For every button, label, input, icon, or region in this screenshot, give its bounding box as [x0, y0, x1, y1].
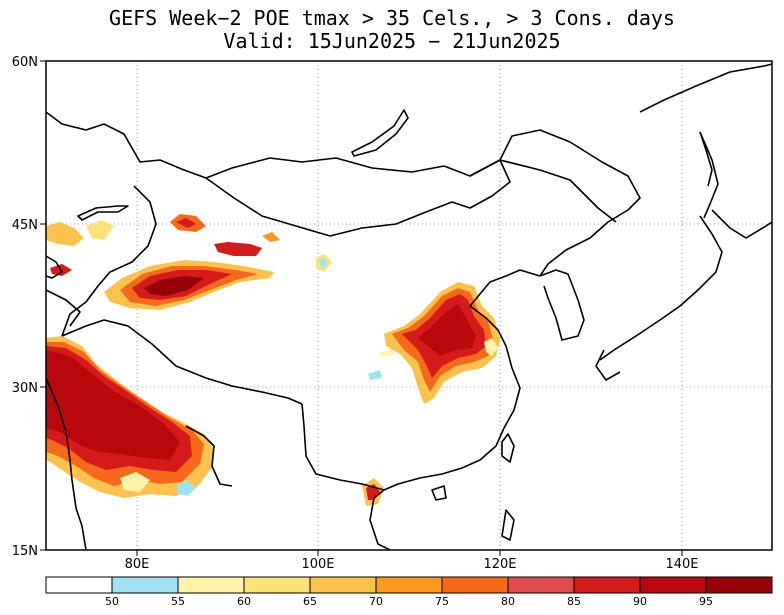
- colorbar-tick-label: 55: [171, 595, 185, 608]
- lat-label: 30N: [12, 381, 38, 396]
- coastline-bay-of-bengal: [185, 425, 233, 487]
- coastline-indochina: [369, 489, 391, 550]
- coastline-korea: [539, 269, 585, 341]
- border-se-asia: [301, 403, 385, 491]
- colorbar-tick-label: 85: [567, 595, 581, 608]
- colorbar-bin: [309, 576, 377, 594]
- latitude-labels: 60N 45N 30N 15N: [12, 55, 38, 559]
- map-content: [46, 61, 772, 550]
- map-title: GEFS Week−2 POE tmax > 35 Cels., > 3 Con…: [109, 6, 675, 30]
- colorbar-bin: [375, 576, 443, 594]
- colorbar-tick-label: 90: [633, 595, 647, 608]
- shading-india: [46, 336, 214, 498]
- shading-north-china: [362, 282, 500, 506]
- colorbar-tick-label: 75: [435, 595, 449, 608]
- colorbar-bin: [45, 576, 113, 594]
- lon-label: 140E: [665, 557, 698, 572]
- coastline-kyushu: [595, 349, 621, 381]
- lat-label: 15N: [12, 544, 38, 559]
- colorbar-bin: [573, 576, 641, 594]
- lon-label: 80E: [125, 557, 150, 572]
- colorbar-bin: [177, 576, 245, 594]
- border-central-asia: [46, 289, 81, 327]
- colorbar-tick-label: 50: [105, 595, 119, 608]
- colorbar-bin: [507, 576, 575, 594]
- coastline-sakhalin: [699, 131, 713, 187]
- coastline-asia-north: [46, 111, 641, 277]
- coastline-japan-north: [711, 209, 772, 239]
- lon-label: 120E: [483, 557, 516, 572]
- border-china-west: [61, 185, 157, 337]
- border-china-mongolia: [205, 159, 511, 237]
- border-india-china: [61, 319, 303, 405]
- lon-label: 100E: [301, 557, 334, 572]
- colorbar-tick-label: 95: [699, 595, 713, 608]
- coastline-philippines: [501, 509, 515, 541]
- border-russia-china: [469, 159, 617, 223]
- longitude-labels: 80E 100E 120E 140E: [125, 557, 699, 572]
- colorbar-bin: [639, 576, 707, 594]
- colorbar: 50 55 60 65 70 75 80 85 90 95: [45, 576, 773, 608]
- coastlines-borders: [46, 63, 772, 550]
- colorbar-tick-label: 80: [501, 595, 515, 608]
- map-frame: [45, 60, 773, 551]
- coastline-japan: [599, 215, 723, 361]
- coastline-hainan: [431, 485, 447, 501]
- lat-label: 60N: [12, 55, 38, 70]
- coastline-okhotsk: [699, 131, 719, 219]
- coastline-taiwan: [501, 433, 515, 463]
- caspian-coast: [46, 255, 63, 279]
- colorbar-tick-label: 65: [303, 595, 317, 608]
- valid-date-subtitle: Valid: 15Jun2025 − 21Jun2025: [223, 29, 561, 53]
- colorbar-tick-label: 60: [237, 595, 251, 608]
- coastline-india: [46, 377, 87, 550]
- colorbar-bin: [243, 576, 311, 594]
- colorbar-bin: [705, 576, 773, 594]
- colorbar-tick-label: 70: [369, 595, 383, 608]
- coastline-china-east: [383, 269, 541, 491]
- lake-balkhash: [77, 205, 129, 221]
- lat-label: 45N: [12, 218, 38, 233]
- colorbar-bin: [111, 576, 179, 594]
- colorbar-bin: [441, 576, 509, 594]
- shading-xinjiang: [46, 214, 332, 310]
- coastline-kamchatka: [639, 63, 772, 113]
- lake-baikal: [351, 109, 409, 157]
